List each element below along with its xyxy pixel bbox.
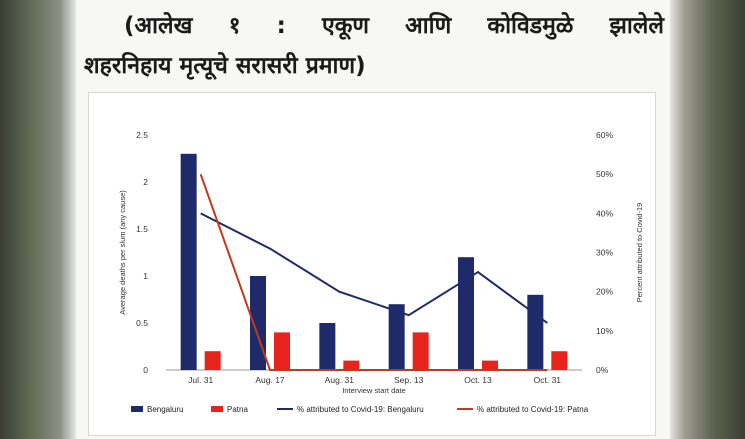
y-tick-label: 1	[143, 271, 148, 281]
bar-patna	[343, 360, 360, 370]
x-axis-title: Interview start date	[342, 386, 405, 395]
y-axis-title: Average deaths per slum (any cause)	[118, 190, 127, 315]
x-tick-label: Aug. 17	[255, 375, 285, 385]
bar-bengaluru	[388, 304, 405, 370]
x-tick-label: Oct. 13	[464, 375, 492, 385]
bar-patna	[274, 332, 290, 370]
y2-tick-label: 40%	[596, 208, 613, 218]
y-tick-label: 1.5	[136, 224, 148, 234]
legend-swatch	[211, 406, 223, 412]
y2-tick-label: 30%	[596, 248, 613, 258]
bar-patna	[204, 351, 221, 370]
x-tick-label: Sep. 13	[394, 375, 424, 385]
y2-tick-label: 20%	[596, 287, 613, 297]
bar-bengaluru	[180, 153, 197, 370]
line-patna-covid-pct	[199, 173, 548, 371]
caption-line-2: शहरनिहाय मृत्यूचे सरासरी प्रमाण)	[84, 53, 366, 79]
bar-patna	[412, 332, 429, 370]
bar-bengaluru	[527, 294, 544, 370]
chart-frame: 0 0.5 1 1.5 2 2.5 0% 10% 20% 30% 40% 50% 60% Jul. 31 A…	[88, 92, 656, 436]
deaths-chart: 0 0.5 1 1.5 2 2.5 0% 10% 20% 30% 40% 50% 60% Jul. 31 A…	[118, 130, 644, 414]
y2-tick-label: 50%	[596, 169, 613, 179]
article-page: (आलेख १ : एकूण आणि कोविडमुळे झालेले शहरन…	[76, 0, 670, 439]
y-tick-label: 0	[143, 365, 148, 375]
line-bengaluru-covid-pct	[200, 212, 548, 324]
bar-patna	[482, 360, 498, 370]
bar-bengaluru	[319, 323, 336, 370]
x-tick-label: Oct. 31	[534, 375, 562, 385]
x-tick-label: Aug. 31	[325, 375, 355, 385]
x-tick-label: Jul. 31	[188, 375, 213, 385]
legend-label: % attributed to Covid-19: Bengaluru	[297, 405, 424, 414]
y-tick-label: 2.5	[136, 130, 148, 140]
legend-label: Bengaluru	[147, 405, 183, 414]
legend-label: % attributed to Covid-19: Patna	[477, 405, 589, 414]
y2-tick-label: 10%	[596, 326, 613, 336]
y2-tick-label: 0%	[596, 365, 609, 375]
y-tick-label: 0.5	[136, 318, 148, 328]
bar-patna	[551, 351, 568, 370]
caption-line-1: (आलेख १ : एकूण आणि कोविडमुळे झालेले	[124, 13, 664, 39]
legend-label: Patna	[227, 405, 248, 414]
legend-swatch	[131, 406, 143, 412]
y2-tick-label: 60%	[596, 130, 613, 140]
y2-axis-title: Percent attributed to Covid-19	[635, 203, 644, 303]
bar-bengaluru	[458, 257, 474, 370]
y-tick-label: 2	[143, 177, 148, 187]
chart-caption: (आलेख १ : एकूण आणि कोविडमुळे झालेले शहरन…	[84, 6, 664, 86]
